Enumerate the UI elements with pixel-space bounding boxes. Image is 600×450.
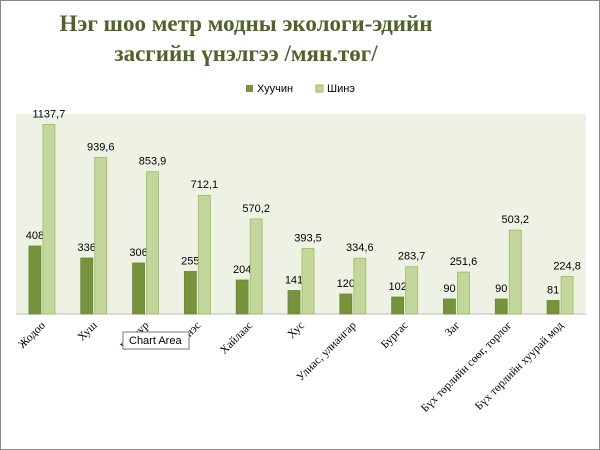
- data-label: 81: [547, 284, 559, 296]
- data-label: 90: [495, 283, 507, 295]
- data-label: 570,2: [242, 203, 270, 215]
- bar: [301, 248, 315, 315]
- data-label: 102: [388, 281, 406, 293]
- data-label: 283,7: [398, 251, 426, 263]
- data-label: 251,6: [450, 256, 478, 268]
- plot-area: [16, 114, 586, 314]
- x-tick-label: Бүх төрлийн сөөг, торлог: [419, 319, 514, 414]
- x-tick-label: Хайлаас: [218, 320, 255, 357]
- bar: [353, 257, 367, 315]
- bar: [508, 229, 522, 315]
- tooltip: Chart Area: [129, 335, 182, 347]
- bar: [80, 257, 94, 315]
- x-tick-label: Хус: [286, 320, 307, 341]
- legend-swatch: [246, 85, 253, 92]
- bar: [494, 298, 508, 315]
- data-label: 306: [129, 247, 147, 259]
- bar: [249, 218, 263, 315]
- data-label: 712,1: [191, 179, 219, 191]
- bar: [287, 290, 301, 315]
- bar: [132, 262, 145, 315]
- legend-label: Хуучин: [257, 83, 293, 95]
- data-label: 1137,7: [32, 108, 65, 120]
- x-tick-label: Хуш: [76, 319, 100, 343]
- bar: [405, 266, 419, 315]
- bar: [94, 156, 108, 315]
- data-label: 255: [181, 255, 199, 267]
- bar: [235, 279, 249, 315]
- bar: [391, 296, 405, 315]
- data-label: 853,9: [139, 156, 167, 168]
- data-label: 408: [26, 230, 44, 242]
- chart-title: Нэг шоо метр модны экологи-эдийн засгийн…: [59, 11, 433, 66]
- data-label: 204: [233, 264, 251, 276]
- data-label: 336: [78, 242, 96, 254]
- x-tick-label: Жодоо: [16, 319, 48, 351]
- x-tick-label: Бүх төрлийн хуурай мод: [473, 319, 566, 412]
- data-label: 334,6: [346, 242, 374, 254]
- bar: [457, 271, 470, 315]
- bar: [183, 271, 197, 315]
- bar: [42, 123, 56, 315]
- x-tick-label: Бургас: [379, 320, 411, 352]
- data-label: 503,2: [502, 214, 530, 226]
- data-label: 141: [285, 274, 303, 286]
- bar: [197, 194, 211, 315]
- bar: [560, 276, 574, 315]
- bar: [443, 298, 456, 315]
- x-tick-label: Заг: [443, 319, 463, 339]
- data-label: 939,6: [87, 141, 115, 153]
- bar: [546, 300, 560, 315]
- bar: [146, 171, 159, 315]
- data-label: 120: [337, 278, 355, 290]
- bar: [28, 245, 42, 315]
- legend-label: Шинэ: [327, 83, 355, 95]
- bar: [339, 293, 353, 315]
- data-label: 224,8: [553, 260, 581, 272]
- data-label: 393,5: [294, 232, 322, 244]
- legend-swatch: [315, 84, 324, 93]
- tooltip-box: [122, 331, 190, 350]
- data-label: 90: [443, 283, 455, 295]
